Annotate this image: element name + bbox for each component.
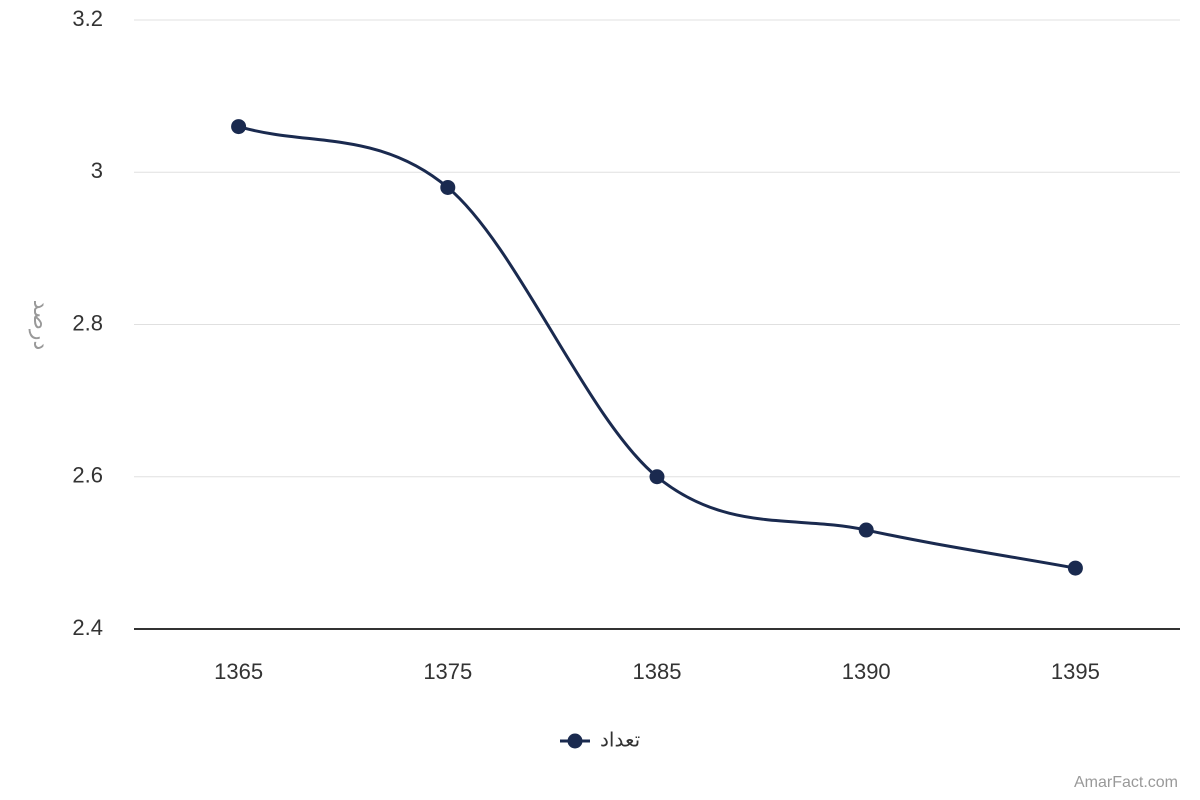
legend-marker (567, 733, 583, 749)
y-tick-label: 3.2 (72, 6, 103, 31)
legend-label: تعداد (600, 729, 640, 751)
point (231, 119, 247, 135)
y-tick-label: 2.8 (72, 310, 103, 335)
point (1067, 560, 1083, 576)
x-tick-label: 1390 (842, 659, 891, 684)
y-axis-label: درصد (29, 300, 54, 351)
x-tick-label: 1385 (633, 659, 682, 684)
source-credit: AmarFact.com (1074, 774, 1178, 791)
line (238, 125, 1076, 570)
x-tick-label: 1395 (1051, 659, 1100, 684)
x-tick-label: 1365 (214, 659, 263, 684)
y-tick-label: 2.6 (72, 463, 103, 488)
point (858, 522, 874, 538)
point (440, 179, 456, 195)
x-tick-label: 1375 (423, 659, 472, 684)
point (649, 469, 665, 485)
y-tick-label: 2.4 (72, 615, 103, 640)
y-tick-label: 3 (91, 158, 103, 183)
